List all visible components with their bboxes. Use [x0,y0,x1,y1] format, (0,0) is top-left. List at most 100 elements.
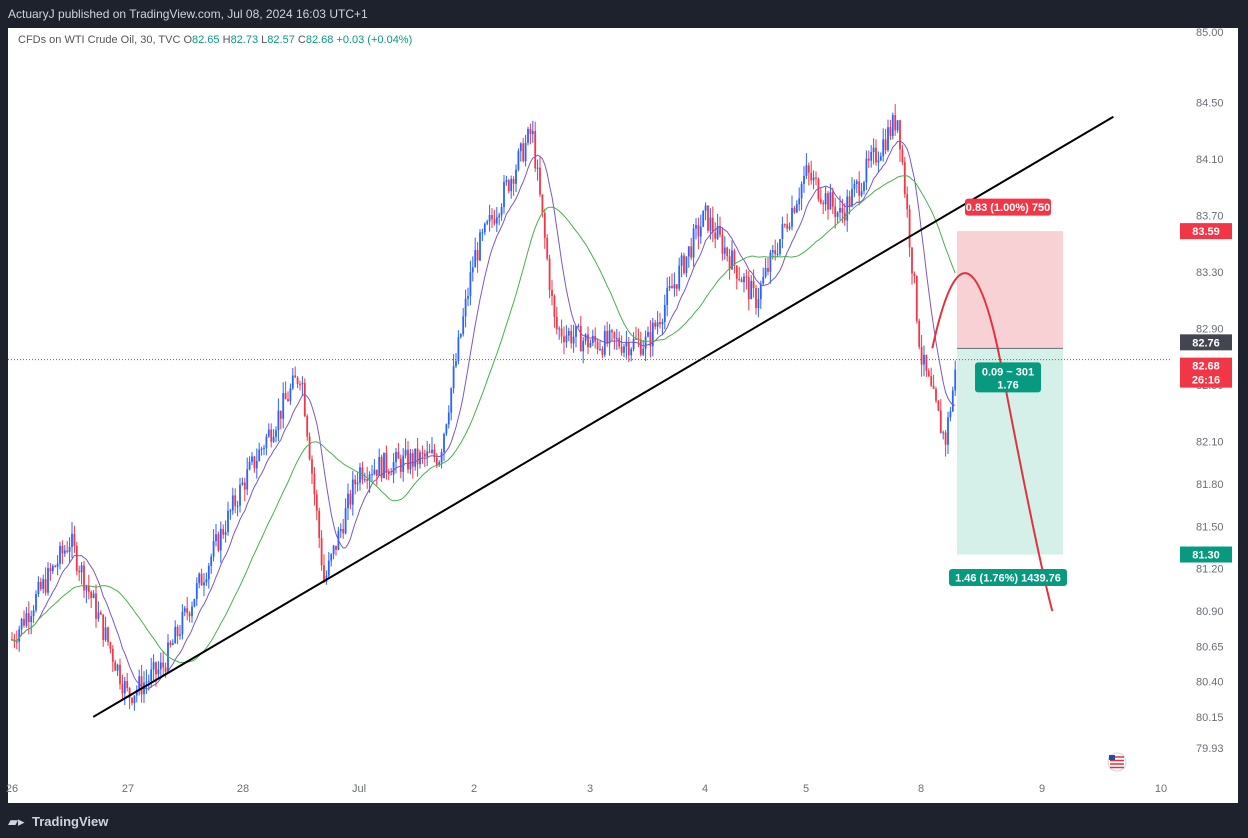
publish-line: ActuaryJ published on TradingView.com, J… [8,7,368,21]
candle-body [846,196,849,221]
candle-body [140,676,143,695]
y-tick-label: 83.30 [1196,267,1224,279]
candle-body [788,226,791,229]
candle-body [644,336,647,349]
candle-body [121,684,124,694]
candle-body [128,688,131,699]
candle-body [815,177,817,179]
candle-body [757,299,760,309]
candle-body [459,334,462,337]
candle-body [527,128,529,143]
candle-body [752,280,755,289]
candle-body [416,448,419,465]
candle-body [505,180,508,183]
candle-body [500,207,503,216]
ma-fast-line [11,140,956,690]
countdown-tag-box [1180,371,1232,388]
candle-body [599,348,601,350]
candle-body [498,215,501,218]
candle-body [104,627,107,640]
x-tick-label: 28 [237,783,249,795]
candle-body [279,410,282,419]
change-value: +0.03 (+0.04%) [336,34,413,46]
candle-body [647,331,649,337]
candle-body [248,461,251,470]
candle-body [630,349,633,356]
candle-body [191,606,193,617]
candle-body [457,336,460,362]
candle-body [855,181,858,184]
candle-body [745,276,748,278]
risk-label-box [965,198,1051,216]
candle-body [831,192,834,207]
candle-body [899,120,901,150]
candle-body [699,226,702,237]
candle-body [299,384,301,386]
candle-body [80,565,83,573]
candle-body [200,573,203,586]
candle-body [663,305,666,323]
candle-body [61,545,64,554]
candle-body [908,209,911,248]
candle-body [889,127,892,136]
candle-body [426,451,429,457]
candle-body [260,448,263,450]
candle-body [935,388,937,401]
candle-body [15,641,18,643]
candle-body [404,449,407,456]
reward-label: 1.46 (1.76%) 1439.76 [955,573,1061,585]
candle-body [368,474,371,481]
low-value: 82.57 [267,34,295,46]
candle-body [810,172,813,181]
candle-body [649,331,652,347]
tradingview-logo[interactable]: ▰▸ TradingView [8,814,108,830]
candle-body [380,456,383,479]
x-tick-label: 27 [122,783,134,795]
candle-body [296,377,299,385]
candle-body [253,456,256,469]
mid-label-ratio: 1.76 [997,379,1018,391]
candle-body [666,288,669,306]
candle-body [167,642,169,672]
candle-body [308,436,311,460]
footer-bar: ▰▸ TradingView [0,803,1248,838]
candle-body [239,484,241,506]
candle-body [289,388,292,402]
candle-body [755,288,757,309]
candle-body [851,188,853,207]
candle-body [759,283,762,300]
candle-body [769,252,772,272]
candle-body [373,469,376,475]
candle-body [603,330,606,355]
candle-body [78,570,81,573]
candle-body [210,556,213,566]
candle-body [159,662,162,670]
candle-body [944,432,947,445]
candle-body [661,322,664,325]
candle-body [123,681,126,694]
candle-body [546,237,549,259]
candle-body [728,256,731,270]
x-tick-label: 26 [6,783,18,795]
candle-body [872,147,875,152]
candle-body [733,250,736,266]
candle-body [949,411,952,418]
candle-body [572,336,575,344]
candle-body [762,276,765,284]
high-value: 82.73 [230,34,259,46]
candle-body [577,325,580,327]
ascending-trendline [92,115,1114,718]
candle-body [73,533,76,546]
candle-body [414,448,417,467]
candle-body [215,534,217,542]
candle-body [409,453,412,470]
candle-body [385,452,388,472]
candle-body [906,194,909,210]
y-tick-label: 81.50 [1196,521,1224,533]
candle-body [164,667,167,672]
candle-body [205,579,208,583]
candle-body [901,149,904,163]
candle-body [99,612,102,615]
candle-body [803,175,805,184]
